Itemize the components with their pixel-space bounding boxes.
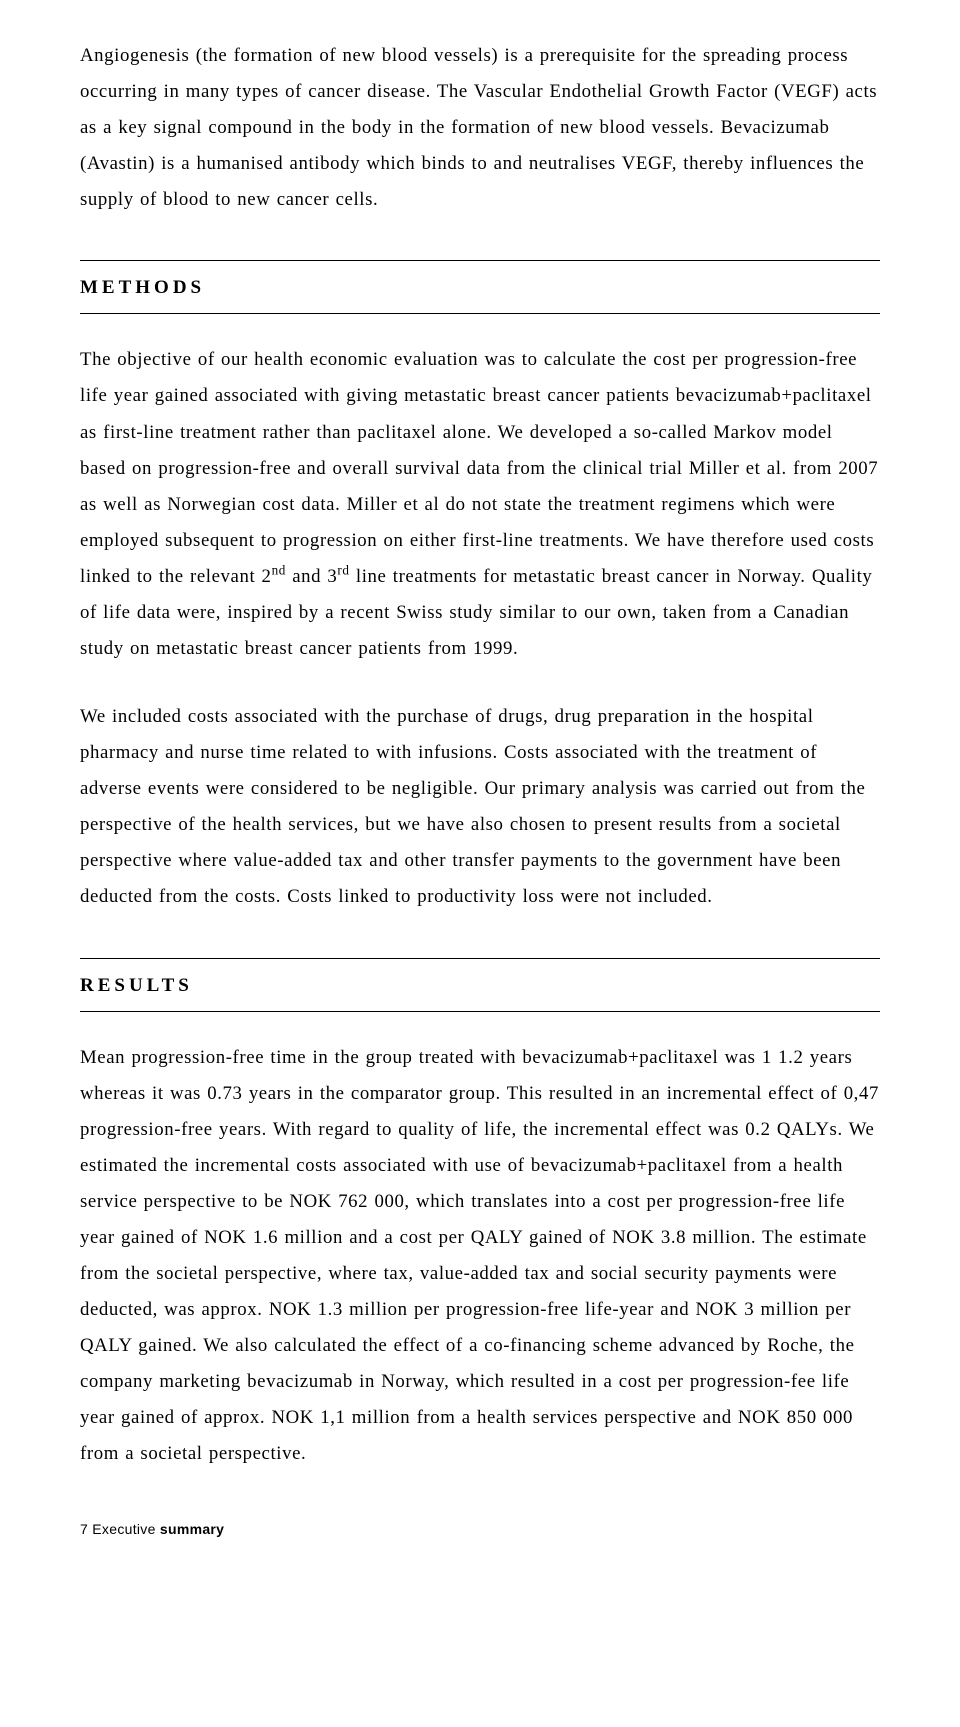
methods-p1: The objective of our health economic eva… xyxy=(80,342,880,667)
footer-label-bold: summary xyxy=(160,1521,224,1537)
methods-sup-nd: nd xyxy=(272,563,286,578)
methods-p2: We included costs associated with the pu… xyxy=(80,699,880,915)
methods-p1-mid: and 3 xyxy=(286,566,338,587)
page-footer: 7 Executive summary xyxy=(80,1521,880,1537)
footer-page-number: 7 xyxy=(80,1521,88,1537)
methods-body: The objective of our health economic eva… xyxy=(80,342,880,915)
intro-paragraph: Angiogenesis (the formation of new blood… xyxy=(80,38,880,218)
results-heading: RESULTS xyxy=(80,959,880,1011)
results-body: Mean progression-free time in the group … xyxy=(80,1040,880,1473)
results-rule-bottom xyxy=(80,1011,880,1012)
document-page: Angiogenesis (the formation of new blood… xyxy=(0,0,960,1727)
footer-label-plain: Executive xyxy=(92,1521,160,1537)
methods-rule-bottom xyxy=(80,313,880,314)
methods-p1-part1: The objective of our health economic eva… xyxy=(80,349,878,586)
methods-heading: METHODS xyxy=(80,261,880,313)
intro-text: Angiogenesis (the formation of new blood… xyxy=(80,38,880,218)
results-p1: Mean progression-free time in the group … xyxy=(80,1040,880,1473)
paragraph-spacer xyxy=(80,667,880,699)
methods-sup-rd: rd xyxy=(337,563,349,578)
